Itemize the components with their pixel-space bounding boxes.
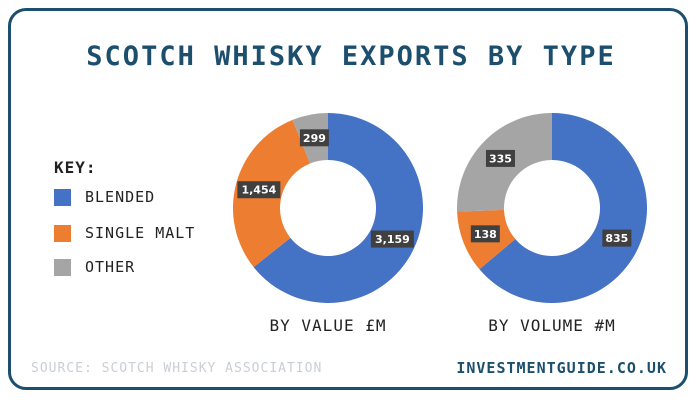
key-item-blended: BLENDED [54,187,155,207]
key-label-single-malt: SINGLE MALT [85,224,196,242]
data-label-text: 3,159 [375,233,410,246]
data-label-text: 299 [303,132,326,145]
data-label-box [370,230,414,248]
donut-chart-by-volume: 835 138 335 [457,113,647,303]
key-label-blended: BLENDED [85,188,156,206]
page-title: SCOTCH WHISKY EXPORTS BY TYPE [86,41,616,72]
key-item-other: OTHER [54,257,135,277]
donut-slice-blended [479,113,647,303]
data-label-box [237,181,281,199]
data-label-single-malt: 1,454 [237,181,281,199]
chart-caption-by-value: BY VALUE £M [269,316,387,335]
data-label-text: 335 [489,152,512,165]
data-label-text: 1,454 [241,184,276,197]
data-label-text: 138 [474,228,497,241]
data-label-box [470,225,500,243]
data-label-other: 335 [485,149,515,167]
source-note: SOURCE: SCOTCH WHISKY ASSOCIATION [31,361,323,376]
key-title: KEY: [54,158,97,177]
infographic-card: SCOTCH WHISKY EXPORTS BY TYPE KEY: BLEND… [8,8,688,390]
data-label-single-malt: 138 [470,225,500,243]
data-label-text: 835 [605,232,628,245]
data-label-other: 299 [299,129,329,147]
chart-caption-by-volume: BY VOLUME #M [488,316,616,335]
data-label-blended: 3,159 [370,230,414,248]
donut-slice-blended [253,113,423,303]
key-item-single-malt: SINGLE MALT [54,223,195,243]
data-label-blended: 835 [602,229,632,247]
data-label-box [602,229,632,247]
data-label-box [485,149,515,167]
key-swatch-other [54,258,71,276]
site-link[interactable]: INVESTMENTGUIDE.CO.UK [456,359,667,377]
key-swatch-single-malt [54,224,71,242]
key-label-other: OTHER [85,258,136,276]
data-label-box [299,129,329,147]
donut-chart-by-value: 3,159 1,454 299 [233,113,423,303]
key-swatch-blended [54,188,71,206]
